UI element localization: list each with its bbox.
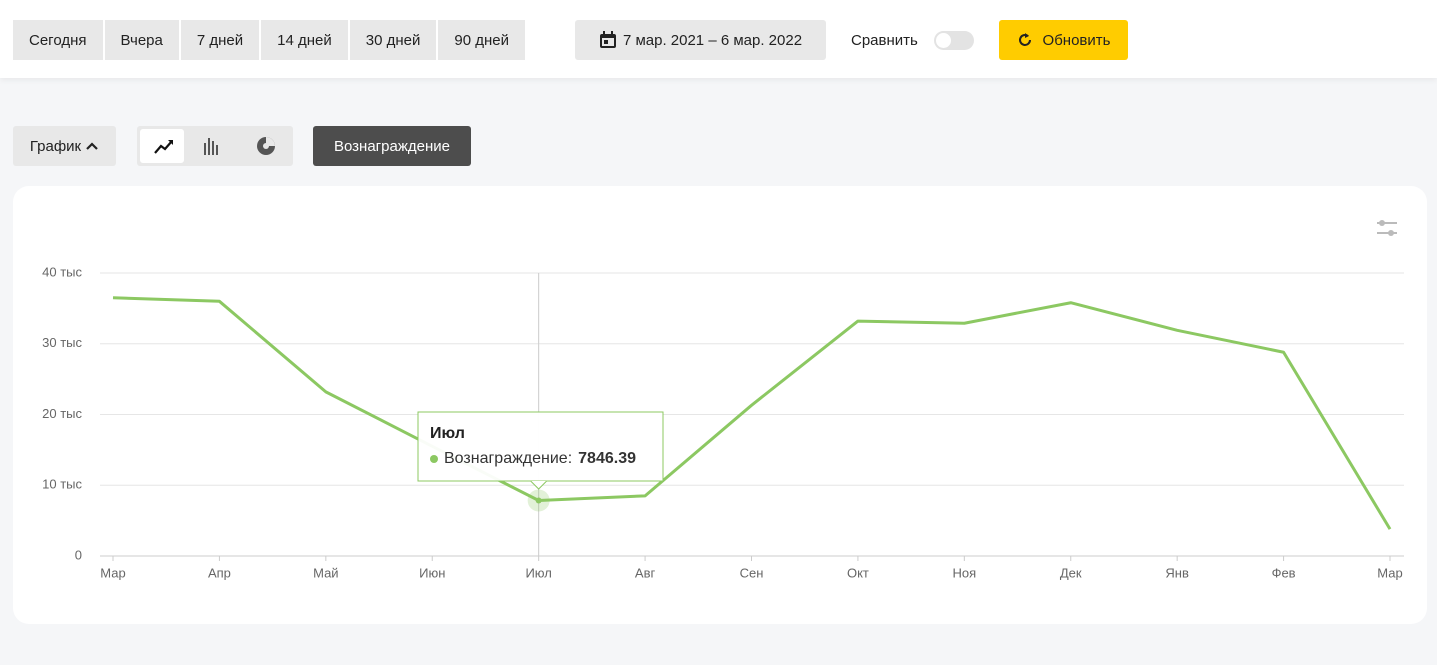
compare-toggle[interactable]: [934, 31, 974, 50]
mode-button[interactable]: График: [13, 126, 116, 166]
chart-type-switch: [137, 126, 293, 166]
x-tick-label: Июл: [525, 565, 551, 580]
x-tick-label: Янв: [1165, 565, 1189, 580]
x-tick-label: Авг: [635, 565, 656, 580]
tooltip-label: Вознаграждение:: [444, 450, 572, 467]
tooltip-title: Июл: [430, 425, 465, 442]
toolbar: Сегодня Вчера 7 дней 14 дней 30 дней 90 дней …: [0, 0, 1437, 78]
period-button[interactable]: 7 дней: [180, 20, 260, 60]
x-tick-label: Фев: [1272, 565, 1296, 580]
tooltip-value: 7846.39: [578, 450, 636, 467]
x-tick-label: Ноя: [952, 565, 976, 580]
period-button[interactable]: Вчера: [104, 20, 179, 60]
compare-label: Сравнить: [851, 31, 918, 49]
chevron: [86, 142, 98, 150]
refresh-icon: [1018, 33, 1031, 46]
tooltip-text: Вознаграждение: 7846.39: [444, 450, 636, 467]
x-tick-label: Окт: [847, 565, 869, 580]
period-button[interactable]: 90 дней: [438, 20, 525, 60]
x-tick-label: Мар: [1377, 565, 1402, 580]
pie-type-button[interactable]: [255, 135, 277, 157]
x-tick-label: Дек: [1060, 565, 1082, 580]
period-group: Сегодня Вчера 7 дней 14 дней 30 дней 90 дней: [13, 20, 525, 60]
line-icon: [154, 140, 173, 154]
chart: 0 10 тыс 20 тыс 30 тыс 40 тыс Мар Апр Май Июн Июл…: [42, 264, 1404, 580]
y-tick-label: 30 тыс: [42, 335, 82, 350]
mode-label: График: [29, 137, 82, 155]
tooltip-box: [417, 411, 664, 482]
tooltip: Июл Вознаграждение: 7846.39: [417, 411, 664, 490]
x-tick-label: Мар: [100, 565, 125, 580]
y-tick-label: 40 тыс: [42, 264, 82, 279]
line-series: [112, 296, 1392, 530]
bar-type-button[interactable]: [201, 135, 223, 157]
x-tick-label: Июн: [419, 565, 445, 580]
refresh-label: Обновить: [1042, 31, 1111, 49]
y-tick-label: 20 тыс: [42, 406, 82, 421]
y-tick-label: 0: [75, 547, 82, 562]
tooltip-arrow: [530, 480, 548, 490]
x-tick-label: Сен: [740, 565, 764, 580]
hover-point: [535, 497, 542, 504]
calendar-icon: [599, 31, 616, 48]
metric-button[interactable]: Вознаграждение: [313, 126, 471, 166]
line-type-button[interactable]: [140, 129, 184, 163]
x-tick-label: Апр: [208, 565, 231, 580]
date-range: 7 мар. 2021 – 6 мар. 2022: [622, 31, 803, 49]
settings-icon[interactable]: [1375, 216, 1399, 240]
date-range-button[interactable]: 7 мар. 2021 – 6 мар. 2022: [575, 20, 826, 60]
tooltip-marker: [430, 455, 438, 463]
period-button[interactable]: Сегодня: [13, 20, 103, 60]
period-button[interactable]: 14 дней: [261, 20, 348, 60]
y-tick-label: 10 тыс: [42, 477, 82, 492]
x-tick-label: Май: [313, 565, 338, 580]
refresh-button[interactable]: Обновить: [999, 20, 1128, 60]
period-button[interactable]: 30 дней: [349, 20, 437, 60]
chart-card: 0 10 тыс 20 тыс 30 тыс 40 тыс Мар Апр Май Июн Июл…: [13, 186, 1427, 624]
